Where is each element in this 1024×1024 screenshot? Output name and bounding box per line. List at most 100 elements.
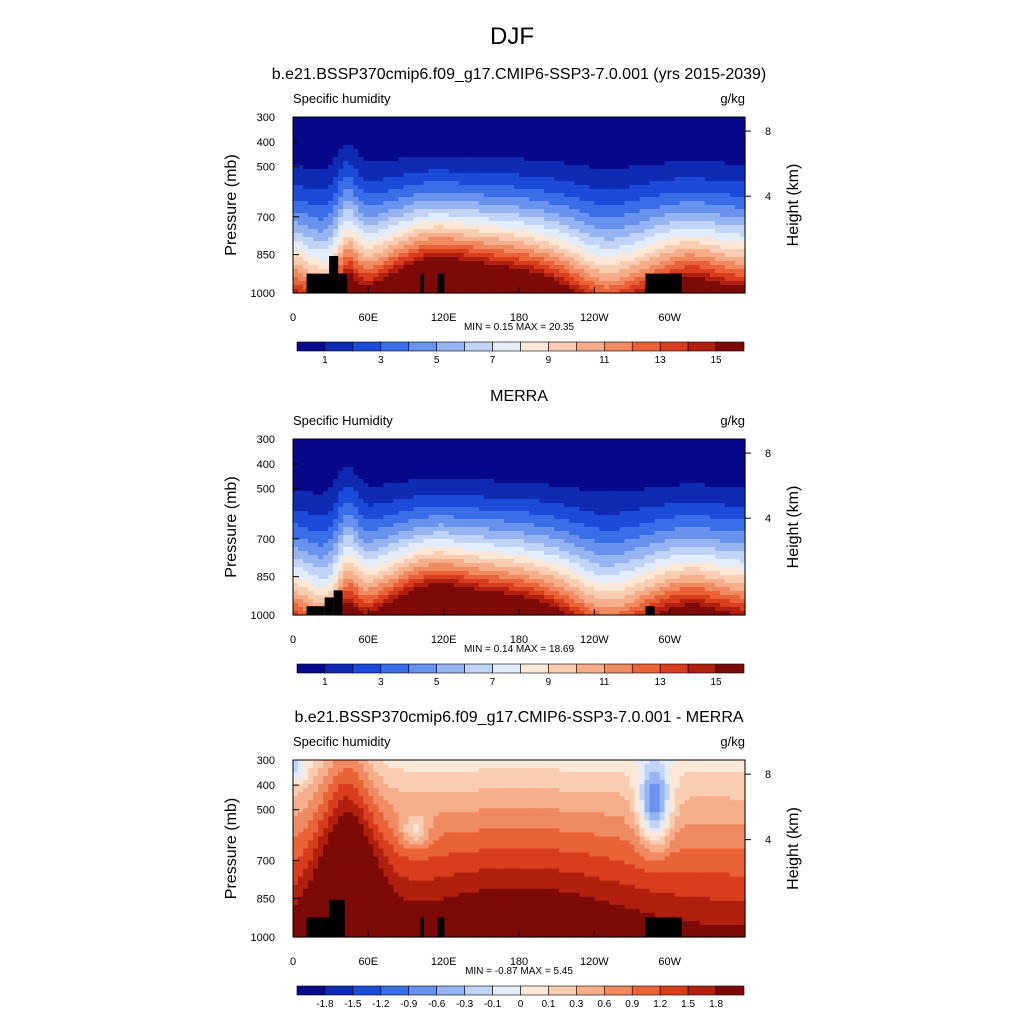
contour-cell <box>398 213 405 218</box>
contour-cell <box>634 121 641 126</box>
contour-cell <box>669 467 676 472</box>
contour-cell <box>554 145 560 150</box>
contour-cell <box>529 253 535 258</box>
contour-cell <box>619 289 626 294</box>
contour-cell <box>373 253 379 258</box>
contour-cell <box>619 265 626 270</box>
contour-cell <box>418 439 425 444</box>
contour-cell <box>413 173 420 178</box>
contour-cell <box>579 261 585 266</box>
contour-cell <box>378 455 384 460</box>
contour-cell <box>318 221 324 226</box>
contour-cell <box>478 241 485 246</box>
contour-cell <box>539 443 545 448</box>
contour-cell <box>734 261 741 266</box>
contour-cell <box>579 169 585 174</box>
contour-cell <box>378 141 384 146</box>
contour-cell <box>534 467 540 472</box>
contour-cell <box>559 455 565 460</box>
contour-cell <box>589 273 595 278</box>
contour-cell <box>524 249 530 254</box>
contour-cell <box>423 121 430 126</box>
contour-cell <box>704 193 711 198</box>
contour-cell <box>554 241 560 246</box>
contour-cell <box>353 451 359 456</box>
contour-cell <box>493 149 500 154</box>
contour-cell <box>669 257 676 262</box>
contour-cell <box>468 261 475 266</box>
contour-cell <box>403 269 410 274</box>
contour-cell <box>343 197 349 202</box>
contour-cell <box>734 269 741 274</box>
contour-cell <box>298 269 304 274</box>
contour-cell <box>483 181 490 186</box>
contour-cell <box>358 177 364 182</box>
contour-cell <box>699 125 706 130</box>
contour-cell <box>438 479 445 484</box>
contour-cell <box>554 193 560 198</box>
contour-cell <box>694 189 701 194</box>
contour-cell <box>739 181 746 186</box>
contour-cell <box>363 141 369 146</box>
contour-cell <box>544 241 550 246</box>
contour-cell <box>508 173 515 178</box>
contour-cell <box>644 161 651 166</box>
contour-cell <box>719 439 726 444</box>
contour-cell <box>604 447 610 452</box>
contour-cell <box>478 189 485 194</box>
contour-cell <box>493 479 500 484</box>
contour-cell <box>423 471 430 476</box>
contour-cell <box>488 467 495 472</box>
contour-cell <box>594 217 600 222</box>
contour-cell <box>634 193 641 198</box>
contour-cell <box>478 165 485 170</box>
contour-cell <box>634 129 641 134</box>
contour-cell <box>323 241 329 246</box>
contour-cell <box>674 193 681 198</box>
contour-cell <box>559 277 565 282</box>
contour-cell <box>493 173 500 178</box>
contour-cell <box>343 467 349 472</box>
contour-cell <box>684 257 691 262</box>
contour-cell <box>408 205 415 210</box>
contour-cell <box>649 443 656 448</box>
contour-cell <box>403 149 410 154</box>
contour-cell <box>729 137 736 142</box>
contour-cell <box>714 277 721 282</box>
contour-cell <box>589 249 595 254</box>
contour-cell <box>508 471 515 476</box>
contour-cell <box>308 459 314 464</box>
contour-cell <box>303 289 309 294</box>
contour-cell <box>619 153 626 158</box>
contour-cell <box>519 447 525 452</box>
contour-cell <box>383 125 390 130</box>
contour-cell <box>433 213 440 218</box>
contour-cell <box>308 241 314 246</box>
contour-cell <box>363 125 369 130</box>
contour-cell <box>704 265 711 270</box>
contour-cell <box>574 185 580 190</box>
contour-cell <box>498 277 505 282</box>
contour-cell <box>734 133 741 138</box>
contour-cell <box>644 145 651 150</box>
contour-cell <box>393 229 400 234</box>
contour-cell <box>679 117 686 122</box>
contour-cell <box>624 165 631 170</box>
contour-cell <box>453 233 460 238</box>
contour-cell <box>659 471 666 476</box>
contour-cell <box>734 129 741 134</box>
contour-cell <box>403 443 410 448</box>
contour-cell <box>313 189 319 194</box>
contour-cell <box>554 273 560 278</box>
contour-cell <box>473 281 480 286</box>
contour-cell <box>343 233 349 238</box>
contour-cell <box>398 229 405 234</box>
contour-cell <box>428 443 435 448</box>
contour-cell <box>704 213 711 218</box>
contour-cell <box>644 157 651 162</box>
contour-cell <box>373 121 379 126</box>
contour-cell <box>699 181 706 186</box>
contour-cell <box>323 137 329 142</box>
contour-cell <box>293 269 299 274</box>
contour-cell <box>644 173 651 178</box>
